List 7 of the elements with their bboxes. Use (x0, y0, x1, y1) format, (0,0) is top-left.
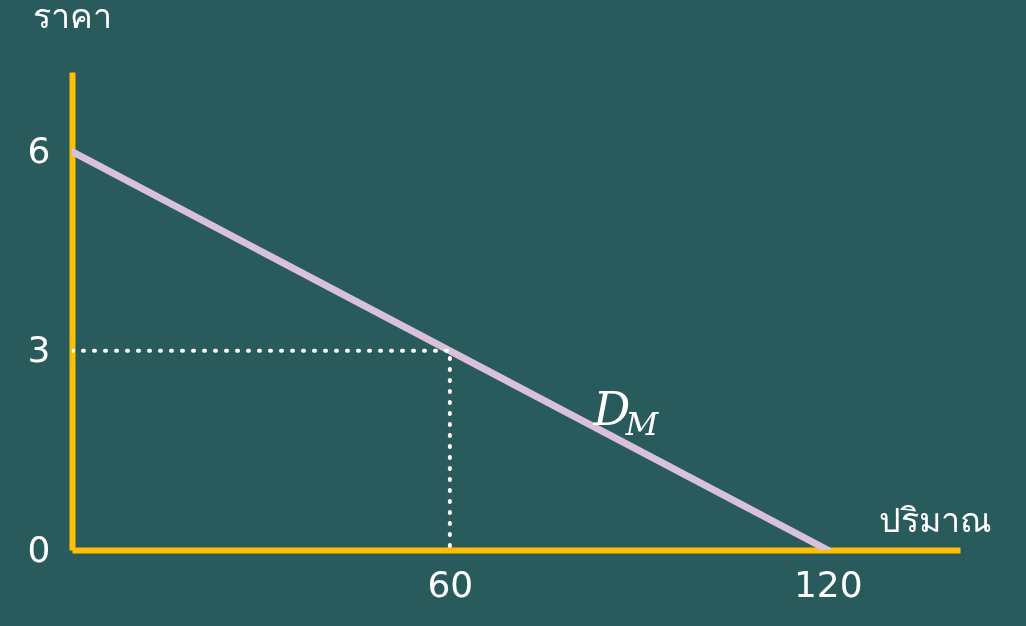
x-axis-title: ปริมาณ (879, 499, 992, 540)
x-tick-label: 120 (793, 563, 863, 605)
y-tick-label: 3 (27, 329, 51, 371)
x-tick-label: 60 (427, 563, 474, 605)
y-axis-title: ราคา (33, 0, 112, 36)
y-tick-label: 0 (27, 528, 51, 570)
y-tick-label: 6 (27, 130, 51, 172)
